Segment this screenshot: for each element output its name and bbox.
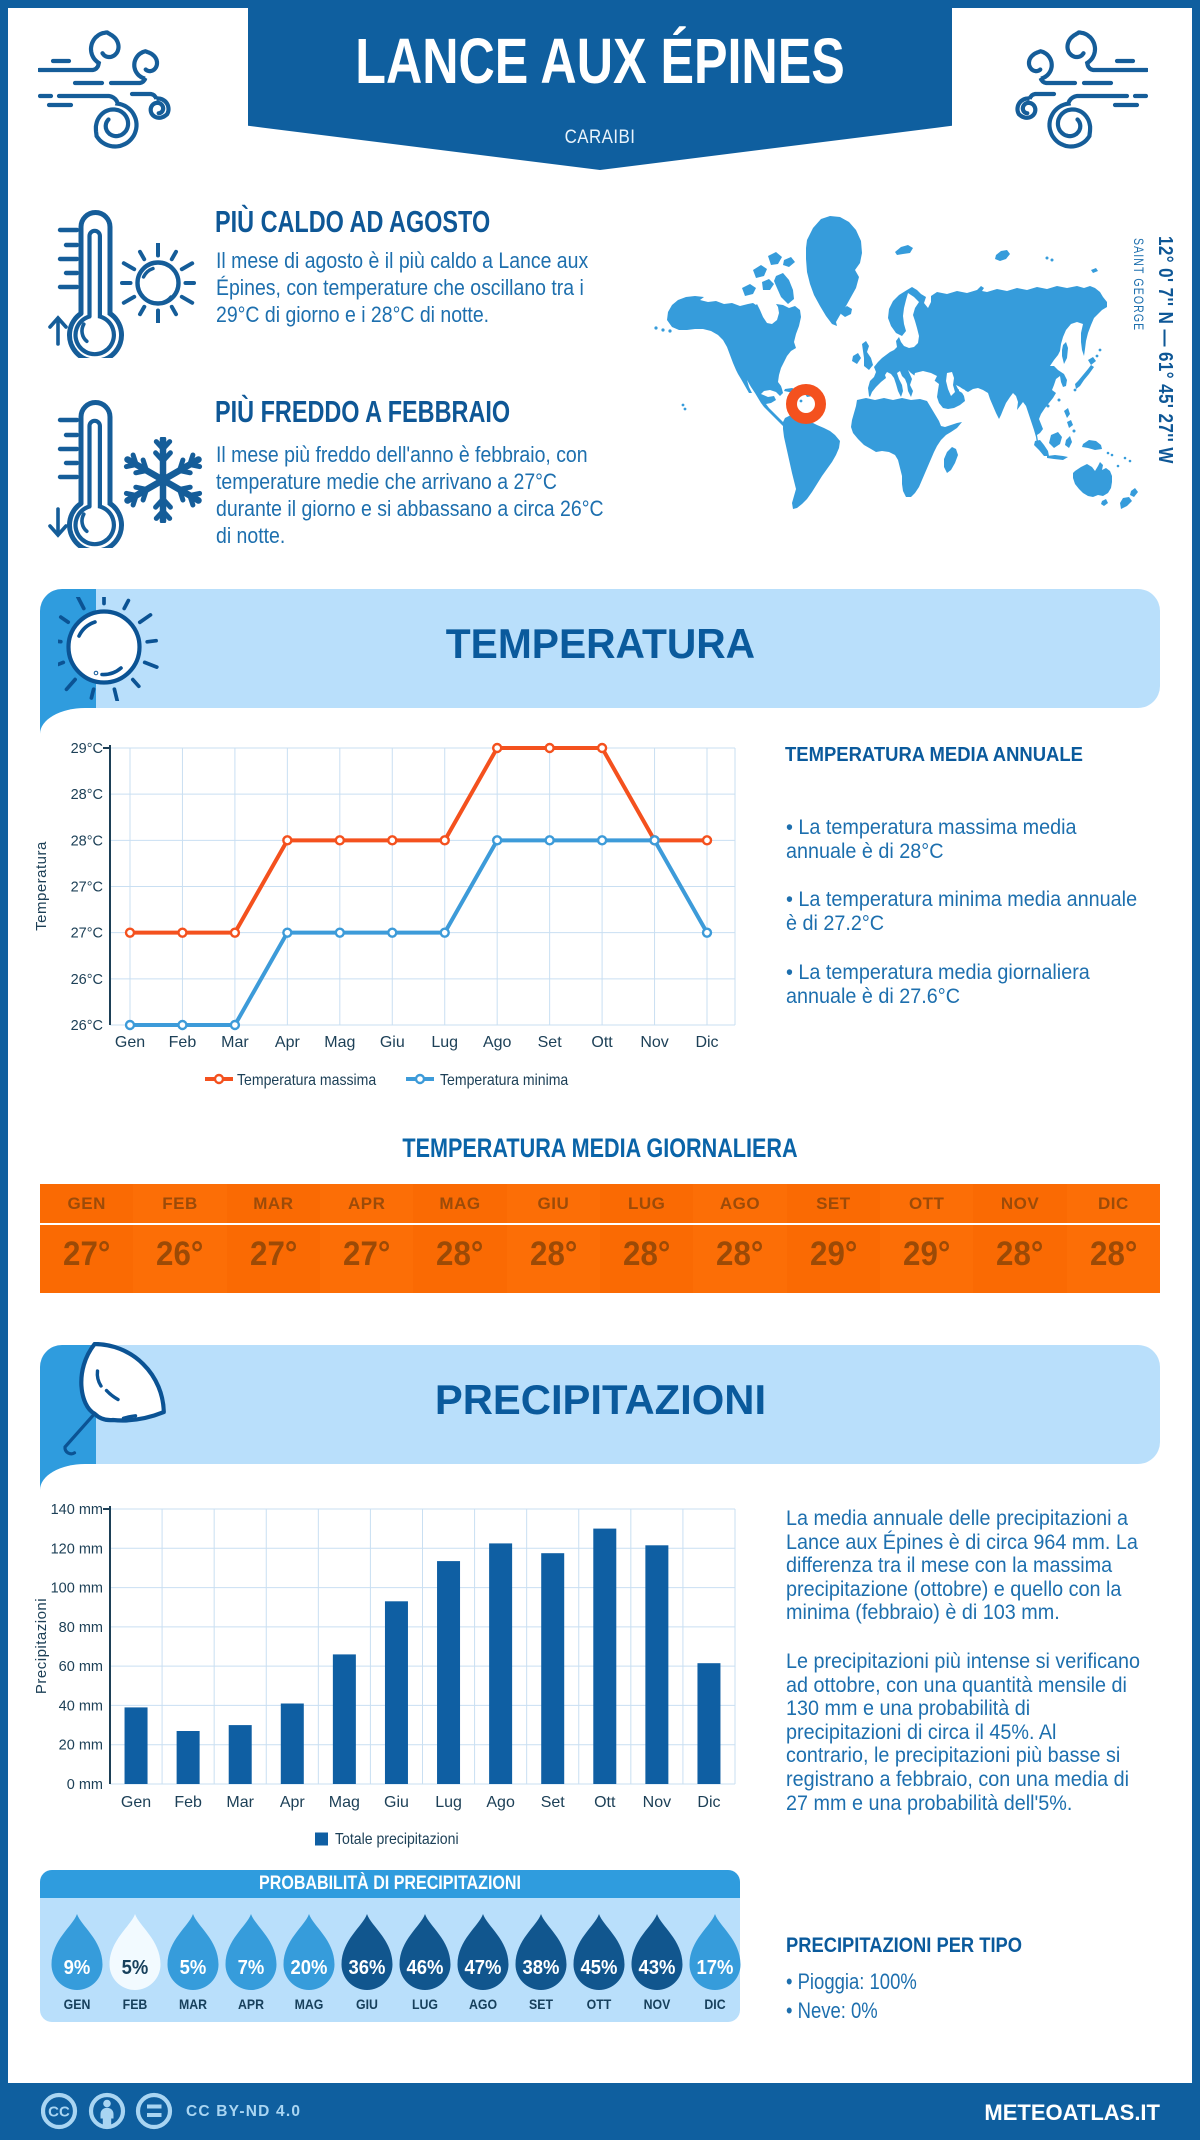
svg-text:29°C: 29°C	[71, 741, 103, 757]
svg-text:9%: 9%	[63, 1956, 90, 1979]
svg-text:Totale precipitazioni: Totale precipitazioni	[335, 1830, 459, 1848]
svg-text:CC: CC	[48, 2104, 70, 2121]
svg-text:Temperatura massima: Temperatura massima	[237, 1071, 377, 1089]
svg-text:80 mm: 80 mm	[59, 1620, 103, 1636]
svg-text:Dic: Dic	[695, 1034, 718, 1051]
svg-text:Temperatura: Temperatura	[33, 841, 50, 931]
svg-text:Lug: Lug	[431, 1034, 458, 1051]
svg-text:26°C: 26°C	[71, 972, 103, 988]
svg-text:17%: 17%	[697, 1956, 734, 1979]
svg-text:Ago: Ago	[483, 1034, 512, 1051]
svg-text:Ago: Ago	[486, 1794, 515, 1811]
svg-text:Mag: Mag	[329, 1794, 360, 1811]
svg-text:Lug: Lug	[435, 1794, 462, 1811]
svg-text:43%: 43%	[639, 1956, 676, 1979]
svg-text:45%: 45%	[580, 1956, 617, 1979]
svg-text:Gen: Gen	[115, 1034, 145, 1051]
svg-text:7%: 7%	[237, 1956, 264, 1979]
svg-text:Precipitazioni: Precipitazioni	[33, 1598, 50, 1694]
svg-text:27°C: 27°C	[71, 926, 103, 942]
svg-text:5%: 5%	[179, 1956, 206, 1979]
svg-text:0 mm: 0 mm	[67, 1777, 103, 1793]
svg-text:Mar: Mar	[226, 1794, 254, 1811]
svg-text:28°C: 28°C	[71, 787, 103, 803]
svg-text:100 mm: 100 mm	[51, 1581, 103, 1597]
svg-text:Nov: Nov	[640, 1034, 668, 1051]
svg-text:Temperatura minima: Temperatura minima	[440, 1071, 569, 1089]
svg-text:Giu: Giu	[380, 1034, 405, 1051]
svg-text:Set: Set	[541, 1794, 566, 1811]
svg-text:Mar: Mar	[221, 1034, 249, 1051]
svg-text:Mag: Mag	[324, 1034, 355, 1051]
svg-text:Dic: Dic	[697, 1794, 720, 1811]
svg-text:46%: 46%	[406, 1956, 443, 1979]
svg-text:26°C: 26°C	[71, 1018, 103, 1034]
svg-text:Ott: Ott	[594, 1794, 616, 1811]
svg-text:20%: 20%	[290, 1956, 327, 1979]
svg-text:Apr: Apr	[275, 1034, 301, 1051]
svg-text:Nov: Nov	[643, 1794, 671, 1811]
svg-text:47%: 47%	[464, 1956, 501, 1979]
svg-text:Ott: Ott	[591, 1034, 613, 1051]
svg-text:140 mm: 140 mm	[51, 1502, 103, 1518]
svg-text:27°C: 27°C	[71, 880, 103, 896]
svg-text:38%: 38%	[522, 1956, 559, 1979]
svg-text:120 mm: 120 mm	[51, 1541, 103, 1557]
svg-text:40 mm: 40 mm	[59, 1698, 103, 1714]
svg-text:Apr: Apr	[280, 1794, 306, 1811]
svg-text:20 mm: 20 mm	[59, 1738, 103, 1754]
svg-text:Feb: Feb	[169, 1034, 197, 1051]
svg-text:Feb: Feb	[174, 1794, 202, 1811]
svg-text:Set: Set	[538, 1034, 563, 1051]
svg-text:Giu: Giu	[384, 1794, 409, 1811]
svg-text:Gen: Gen	[121, 1794, 151, 1811]
svg-text:28°C: 28°C	[71, 833, 103, 849]
svg-text:36%: 36%	[348, 1956, 385, 1979]
svg-text:5%: 5%	[121, 1956, 148, 1979]
svg-text:60 mm: 60 mm	[59, 1659, 103, 1675]
